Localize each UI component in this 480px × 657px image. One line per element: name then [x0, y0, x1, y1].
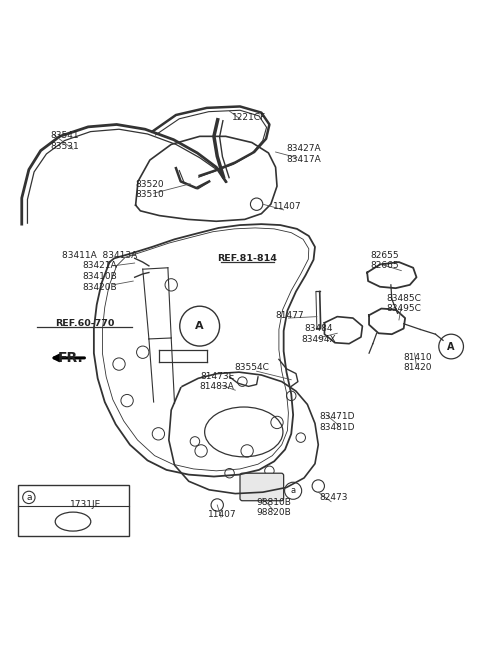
Text: 1221CF: 1221CF	[232, 113, 266, 122]
Text: 83554C: 83554C	[234, 363, 269, 372]
Text: 11407: 11407	[273, 202, 302, 211]
Text: 83520
83510: 83520 83510	[135, 180, 164, 199]
Text: 81477: 81477	[276, 311, 304, 320]
Text: 83471D
83481D: 83471D 83481D	[320, 412, 355, 432]
Text: A: A	[447, 342, 455, 351]
Text: 81473E
81483A: 81473E 81483A	[200, 372, 235, 392]
Text: 83427A
83417A: 83427A 83417A	[287, 144, 322, 164]
Text: 81410
81420: 81410 81420	[404, 353, 432, 373]
Text: A: A	[195, 321, 204, 331]
Text: 83484
83494X: 83484 83494X	[301, 325, 336, 344]
Text: 83485C
83495C: 83485C 83495C	[386, 294, 421, 313]
Text: REF.60-770: REF.60-770	[55, 319, 114, 328]
Text: 82473: 82473	[320, 493, 348, 503]
Text: 82655
82665: 82655 82665	[371, 251, 399, 270]
Text: a: a	[290, 486, 296, 495]
Text: 11407: 11407	[208, 510, 236, 519]
FancyBboxPatch shape	[240, 473, 284, 501]
Text: REF.81-814: REF.81-814	[217, 254, 277, 263]
Text: 83410B
83420B: 83410B 83420B	[83, 272, 118, 292]
Text: 1731JE: 1731JE	[70, 499, 101, 509]
Text: 83541
83531: 83541 83531	[50, 131, 79, 151]
Text: 83411A  83413A
83421A: 83411A 83413A 83421A	[62, 251, 138, 270]
Text: 98810B
98820B: 98810B 98820B	[257, 497, 291, 517]
Text: a: a	[26, 493, 32, 502]
Text: FR.: FR.	[58, 351, 84, 365]
